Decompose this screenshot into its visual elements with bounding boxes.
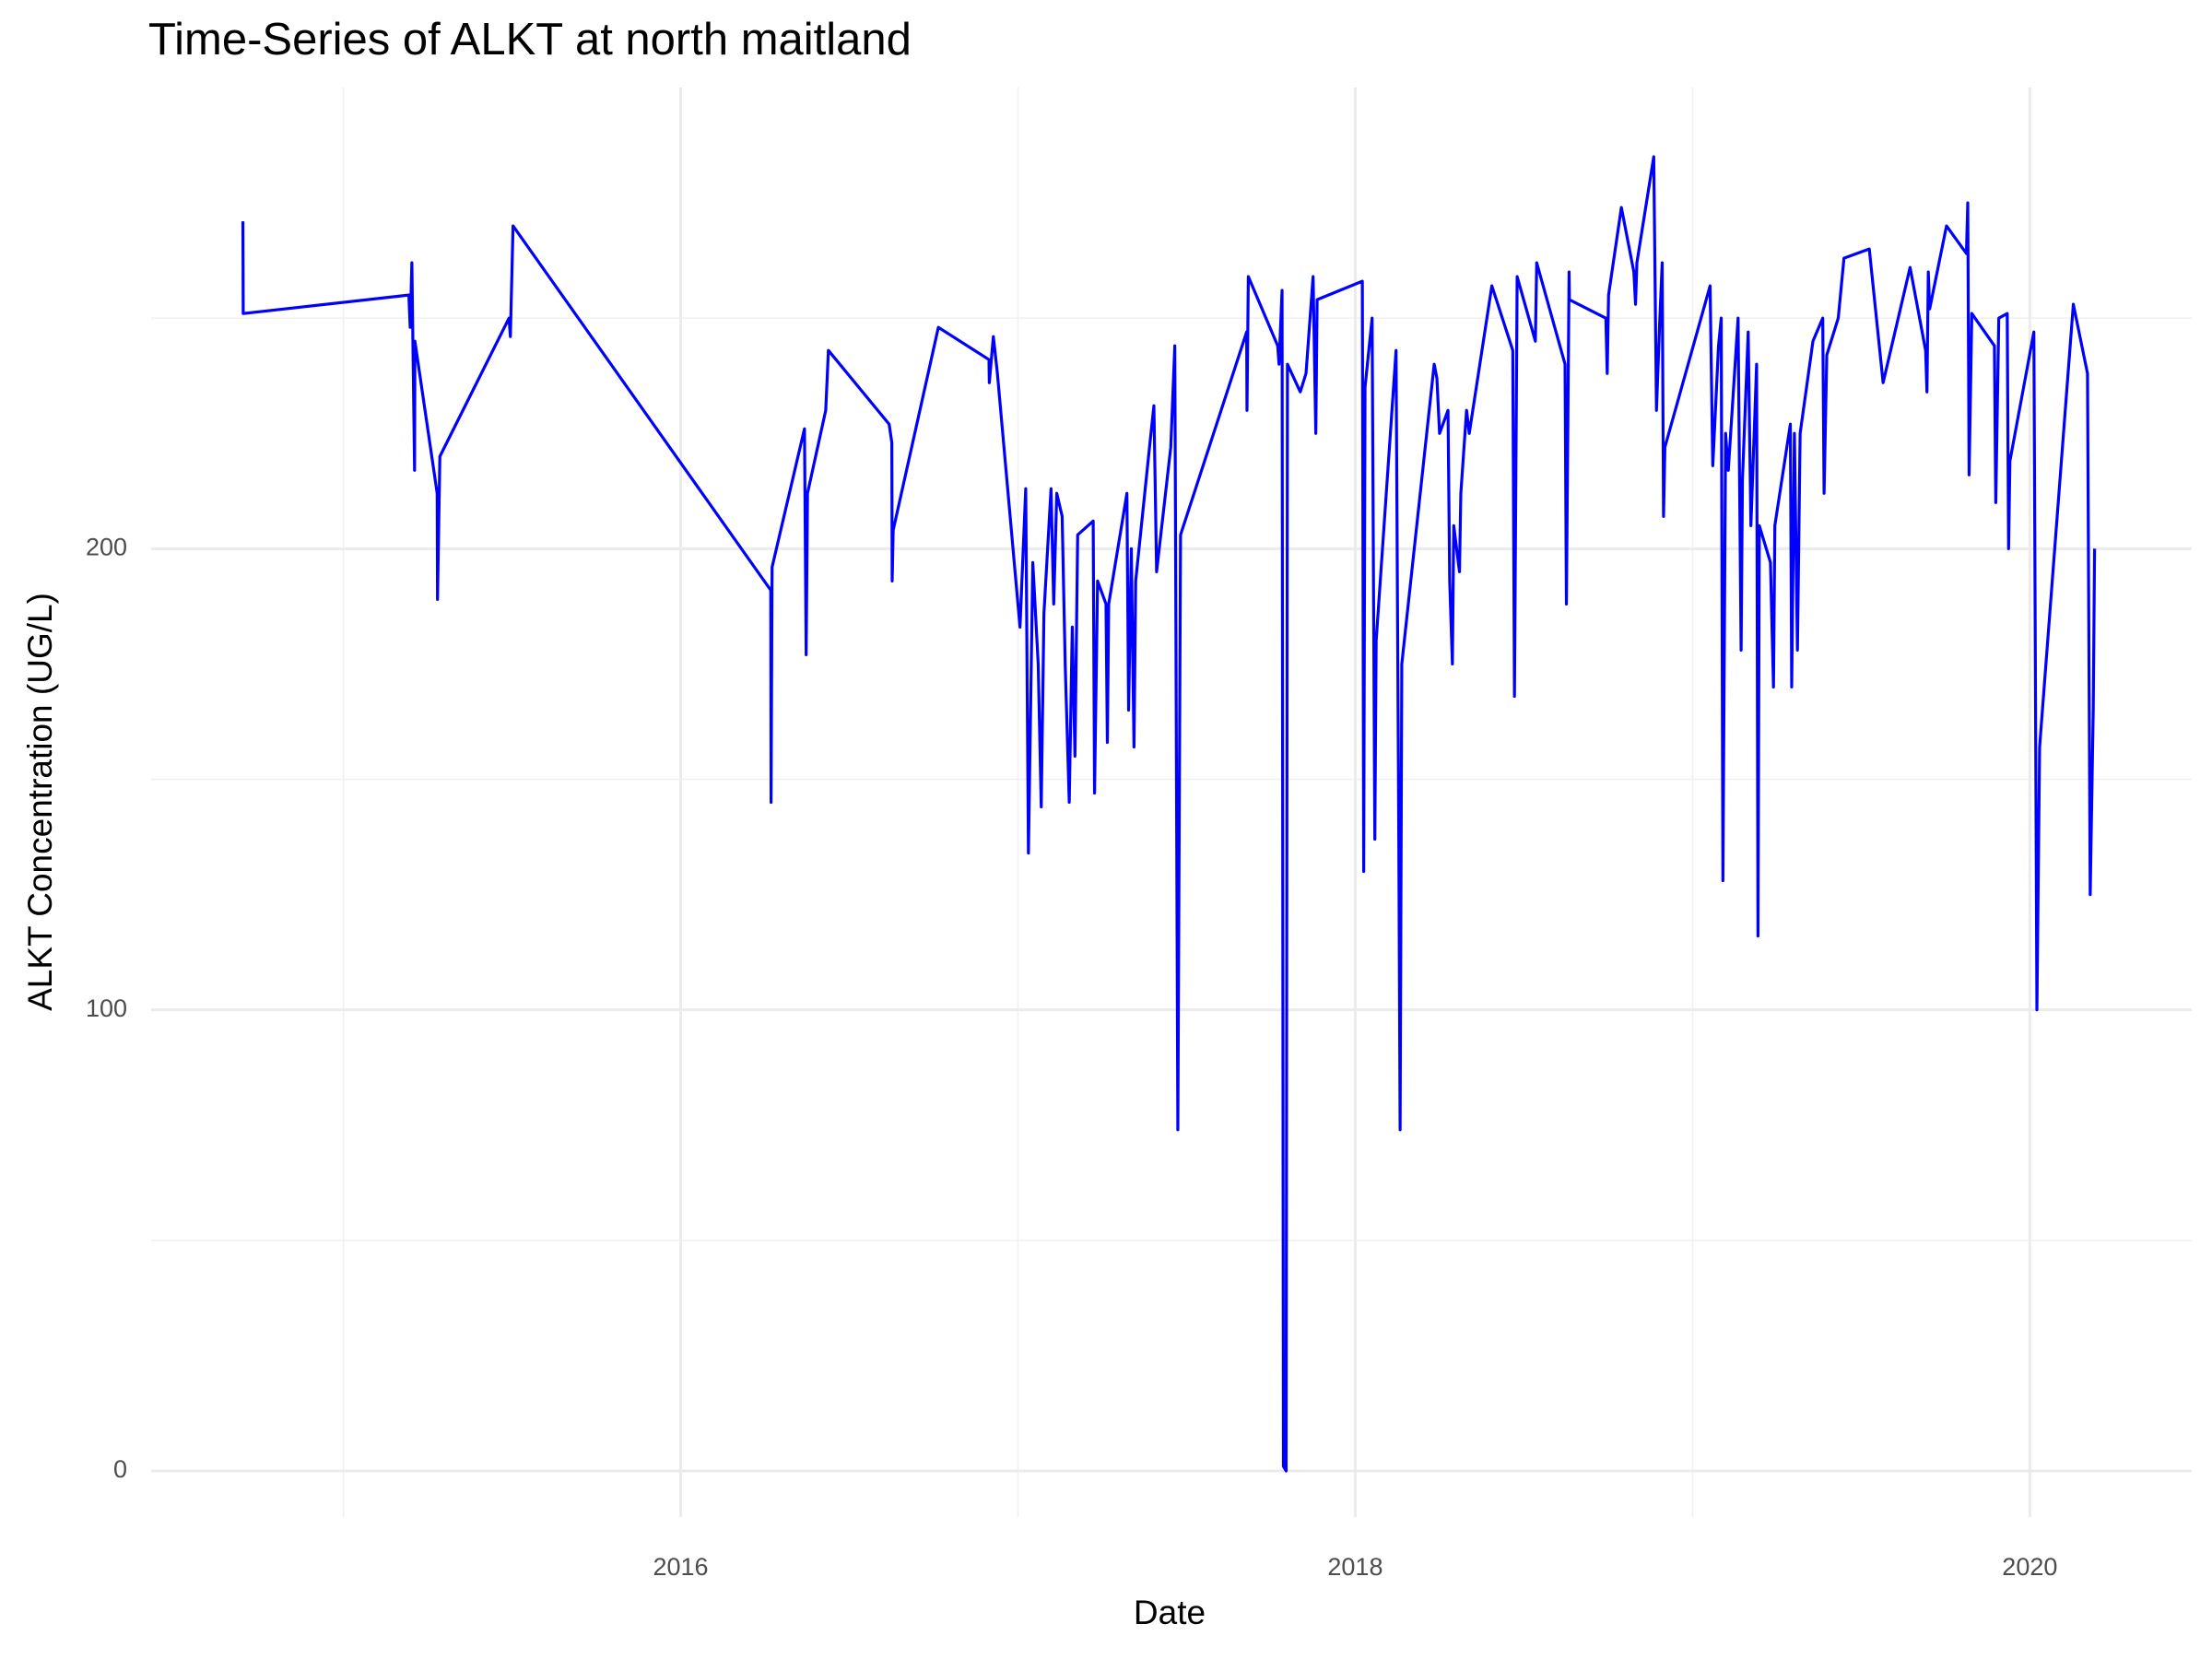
- x-axis-title: Date: [1134, 1594, 1206, 1631]
- x-tick-label: 2018: [1327, 1553, 1382, 1581]
- x-tick-label: 2020: [2002, 1553, 2057, 1581]
- chart-title: Time-Series of ALKT at north maitland: [148, 15, 912, 65]
- data-line: [241, 155, 2097, 1473]
- y-tick-label: 0: [113, 1455, 127, 1483]
- y-axis-title: ALKT Concentration (UG/L): [21, 593, 59, 1011]
- y-tick-label: 200: [86, 533, 127, 560]
- y-tick-label: 100: [86, 994, 127, 1022]
- x-tick-label: 2016: [653, 1553, 709, 1581]
